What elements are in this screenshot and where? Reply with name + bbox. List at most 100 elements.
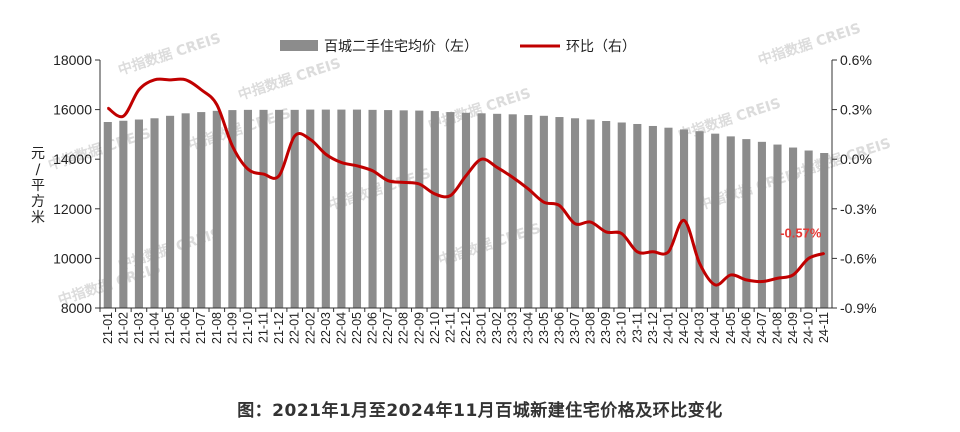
bar (648, 125, 657, 308)
line-point (465, 174, 467, 177)
figure-caption: 图：2021年1月至2024年11月百城新建住宅价格及环比变化 (237, 401, 723, 421)
x-tick-label: 24-01 (661, 312, 675, 344)
x-tick-label: 23-08 (584, 312, 598, 344)
left-axis-label-group: 元/平方米 (31, 146, 45, 226)
x-tick-label: 24-08 (770, 312, 784, 344)
bar (726, 136, 735, 308)
bar (197, 112, 206, 308)
x-tick-label: 22-02 (303, 312, 317, 344)
x-tick-label: 23-07 (568, 312, 582, 344)
bar (306, 109, 315, 308)
line-point (200, 88, 203, 91)
line-point (683, 219, 685, 222)
line-point (325, 153, 327, 156)
bar (181, 113, 190, 308)
bar (119, 120, 128, 308)
x-tick-label: 24-07 (755, 312, 769, 344)
line-point (807, 257, 810, 260)
line-point (402, 181, 405, 184)
bar (477, 113, 486, 308)
line-point (605, 231, 607, 233)
right-tick-label: 0.0% (840, 151, 872, 167)
bar (524, 115, 533, 308)
line-point (589, 221, 592, 223)
x-tick-label: 21-12 (272, 312, 286, 344)
x-tick-label: 22-10 (428, 312, 442, 344)
bar (539, 115, 548, 308)
line-point (387, 179, 389, 182)
line-point (449, 194, 452, 197)
bar (352, 109, 362, 308)
bar (212, 110, 221, 308)
x-tick-label: 24-10 (802, 312, 816, 344)
bar-series (103, 109, 829, 309)
line-point (792, 274, 794, 276)
x-tick-label: 22-11 (443, 312, 457, 343)
line-point (309, 138, 312, 141)
line-point (216, 103, 218, 106)
bar (243, 109, 253, 309)
line-series: -0.57% (106, 77, 826, 287)
watermark-text: 中指数据 CREIS (116, 30, 223, 79)
bar (415, 110, 424, 308)
bar (150, 118, 159, 308)
bar (602, 121, 611, 309)
line-point (231, 145, 234, 147)
line-point (823, 252, 826, 255)
x-tick-label: 23-03 (506, 312, 520, 344)
line-point (356, 165, 358, 167)
line-point (169, 79, 171, 81)
x-tick-label: 21-04 (148, 312, 162, 344)
bar (586, 119, 595, 309)
bar (711, 133, 720, 308)
left-tick-label: 8000 (61, 300, 92, 316)
bar (570, 118, 580, 308)
line-point (418, 183, 421, 185)
bar (757, 141, 766, 308)
legend: 百城二手住宅均价（左） 环比（右） (280, 39, 636, 55)
line-point (122, 115, 125, 118)
bar (103, 122, 112, 308)
bar (664, 127, 673, 308)
bar (789, 147, 798, 308)
line-point (698, 262, 701, 265)
x-tick-label: 24-03 (693, 312, 707, 344)
left-tick-label: 12000 (53, 201, 92, 217)
x-tick-label: 22-04 (334, 312, 348, 344)
bar (368, 109, 377, 309)
bar (399, 110, 408, 309)
left-tick-label: 18000 (53, 52, 92, 68)
bar (430, 111, 439, 308)
x-tick-label: 23-04 (521, 312, 535, 344)
x-tick-label: 21-07 (194, 312, 208, 344)
line-point (138, 88, 140, 91)
bar (773, 144, 782, 308)
left-tick-label: 16000 (53, 102, 92, 118)
bar (633, 123, 642, 308)
left-tick-label: 10000 (53, 250, 92, 266)
bar (134, 119, 143, 309)
bar (508, 114, 517, 308)
x-tick-label: 23-02 (490, 312, 504, 344)
x-tick-label: 21-11 (257, 312, 271, 343)
x-tick-label: 22-01 (288, 312, 302, 344)
left-axis-label-char: 元 (31, 146, 45, 162)
line-point (558, 204, 561, 207)
bar (228, 110, 237, 308)
line-point (511, 176, 514, 179)
left-axis-label-char: 米 (31, 210, 45, 226)
bar (259, 109, 268, 309)
x-tick-label: 21-09 (225, 312, 239, 344)
bar (446, 112, 455, 308)
line-point (620, 232, 623, 235)
line-point (745, 279, 748, 281)
x-tick-label: 24-05 (724, 312, 738, 344)
x-tick-label: 22-08 (397, 312, 411, 344)
legend-label-bar: 百城二手住宅均价（左） (324, 39, 478, 55)
right-tick-label: -0.3% (840, 201, 877, 217)
bar (275, 109, 284, 309)
line-point (543, 201, 545, 203)
line-point (776, 277, 779, 280)
line-point (480, 158, 483, 160)
